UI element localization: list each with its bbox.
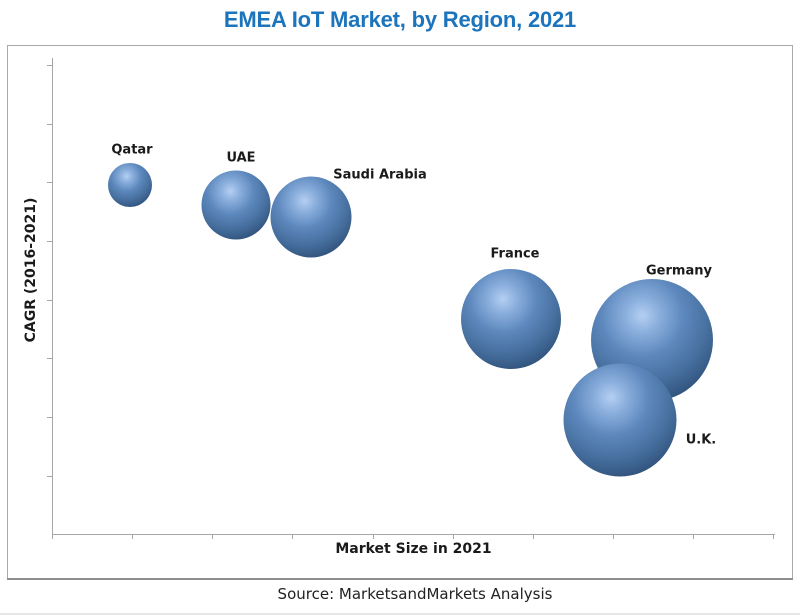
bubble-label-germany: Germany: [646, 264, 712, 279]
bubble-u-k: [563, 363, 677, 477]
bubble-label-u-k: U.K.: [686, 433, 717, 448]
bubble-saudi-arabia: [270, 176, 352, 258]
bubble-qatar: [108, 163, 152, 207]
bubble-france: [461, 269, 561, 369]
bubble-label-france: France: [490, 247, 539, 262]
x-axis-title: Market Size in 2021: [335, 541, 492, 557]
bubble-label-qatar: Qatar: [111, 143, 153, 158]
bubble-label-saudi-arabia: Saudi Arabia: [333, 168, 426, 183]
bubble-label-uae: UAE: [226, 151, 255, 166]
page-bottom-edge: [0, 613, 800, 615]
y-axis-title: CAGR (2016-2021): [23, 197, 39, 343]
chart-title: EMEA IoT Market, by Region, 2021: [223, 7, 577, 32]
bubble-uae: [201, 170, 271, 240]
source-attribution: Source: MarketsandMarkets Analysis: [277, 585, 553, 603]
